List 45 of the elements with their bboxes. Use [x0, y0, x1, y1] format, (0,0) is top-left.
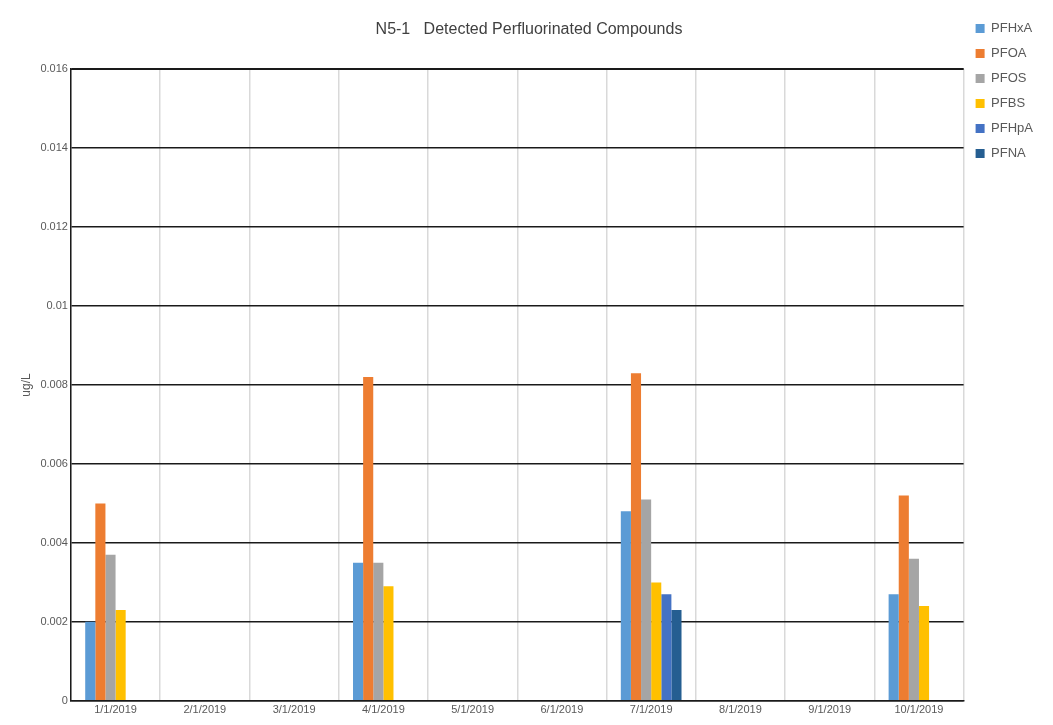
- y-tick-label: 0.01: [46, 299, 68, 312]
- x-tick-label: 2/1/2019: [183, 703, 227, 716]
- bar: [95, 503, 106, 701]
- y-axis-title: ug/L: [18, 373, 33, 397]
- x-tick-label: 3/1/2019: [272, 703, 316, 716]
- y-tick-label: 0: [61, 693, 68, 706]
- legend-label: PFOA: [991, 45, 1027, 61]
- bar: [383, 586, 394, 701]
- bar: [888, 594, 899, 701]
- bar: [661, 594, 672, 701]
- x-tick-label: 5/1/2019: [451, 703, 495, 716]
- bar: [105, 554, 116, 701]
- bar: [898, 495, 909, 701]
- bar: [918, 606, 930, 701]
- bar: [651, 582, 662, 701]
- y-tick-label: 0.006: [40, 456, 68, 469]
- bar: [85, 621, 96, 701]
- bar: [641, 499, 652, 701]
- y-tick-label: 0.012: [40, 220, 68, 233]
- legend-label: PFNA: [991, 145, 1027, 161]
- bar: [373, 562, 384, 701]
- bar: [115, 610, 126, 701]
- legend-label: PFOS: [991, 70, 1027, 86]
- bar: [353, 562, 364, 701]
- bar: [671, 610, 682, 701]
- legend-label: PFHxA: [991, 20, 1033, 36]
- x-tick-label: 10/1/2019: [894, 703, 944, 716]
- bar: [908, 558, 919, 701]
- x-tick-label: 4/1/2019: [361, 703, 405, 716]
- bar: [363, 377, 374, 701]
- x-tick-label: 6/1/2019: [540, 703, 584, 716]
- x-tick-label: 7/1/2019: [629, 703, 673, 716]
- y-tick-label: 0.002: [40, 614, 68, 627]
- y-tick-label: 0.016: [40, 62, 68, 75]
- y-tick-label: 0.008: [40, 378, 68, 391]
- legend-label: PFBS: [991, 95, 1026, 111]
- x-tick-label: 9/1/2019: [808, 703, 852, 716]
- y-tick-label: 0.014: [40, 141, 68, 154]
- chart-title: N5-1 Detected Perfluorinated Compounds: [375, 20, 683, 38]
- x-tick-label: 8/1/2019: [719, 703, 762, 716]
- bar: [630, 373, 642, 701]
- x-tick-label: 1/1/2019: [94, 703, 137, 716]
- y-tick-label: 0.004: [40, 535, 68, 548]
- bar: [620, 511, 631, 701]
- legend-label: PFHpA: [991, 120, 1034, 136]
